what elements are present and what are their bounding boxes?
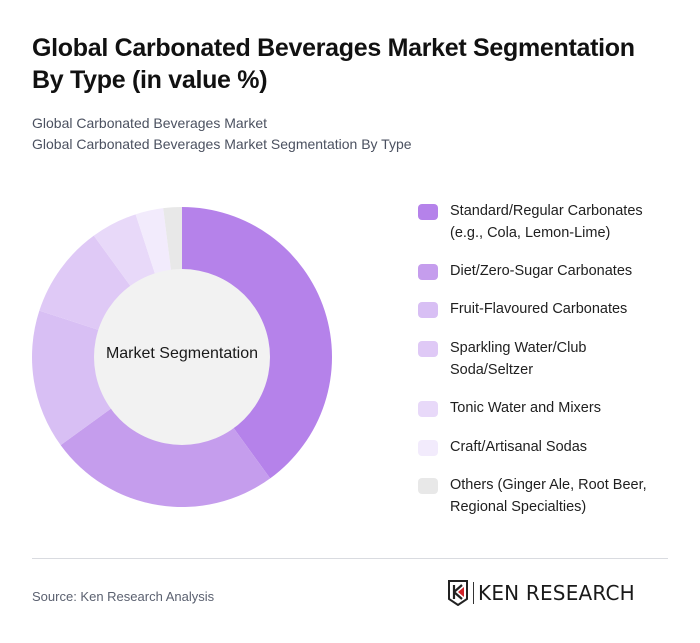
legend-label: Fruit-Flavoured Carbonates (450, 301, 628, 317)
legend-swatch (418, 440, 438, 456)
legend-label: Tonic Water and Mixers (450, 400, 601, 416)
legend-swatch (418, 478, 438, 494)
legend-item-craft[interactable]: Craft/Artisanal Sodas (418, 436, 675, 458)
legend-swatch (418, 204, 438, 220)
legend-swatch (418, 264, 438, 280)
legend-swatch (418, 302, 438, 318)
legend-item-diet[interactable]: Diet/Zero-Sugar Carbonates (418, 260, 675, 282)
legend-item-sparkling[interactable]: Sparkling Water/Club Soda/Seltzer (418, 337, 640, 381)
legend-label: Others (Ginger Ale, Root Beer, Regional … (450, 477, 647, 515)
subtitle-segmentation: Global Carbonated Beverages Market Segme… (32, 136, 412, 152)
subtitle-market: Global Carbonated Beverages Market (32, 115, 268, 131)
donut-center-label: Market Segmentation (105, 345, 259, 362)
logo-text: KEN RESEARCH (478, 581, 635, 605)
legend-swatch (418, 401, 438, 417)
subtitle: Global Carbonated Beverages Market Globa… (32, 113, 412, 155)
legend-label: Craft/Artisanal Sodas (450, 439, 588, 455)
source-note: Source: Ken Research Analysis (32, 589, 215, 604)
legend-item-fruit[interactable]: Fruit-Flavoured Carbonates (418, 298, 675, 320)
legend-label: Standard/Regular Carbonates (e.g., Cola,… (450, 203, 643, 241)
legend-label: Sparkling Water/Club Soda/Seltzer (450, 340, 587, 378)
page-title: Global Carbonated Beverages Market Segme… (32, 34, 635, 94)
logo-separator (473, 582, 474, 604)
donut-hole (94, 269, 270, 445)
legend-item-standard[interactable]: Standard/Regular Carbonates (e.g., Cola,… (418, 200, 675, 244)
legend-swatch (418, 341, 438, 357)
footer-divider (32, 558, 668, 559)
ken-logo-icon (448, 580, 468, 606)
ken-research-logo: KEN RESEARCH (447, 580, 635, 606)
donut-chart (32, 207, 332, 507)
legend-label: Diet/Zero-Sugar Carbonates (450, 263, 633, 279)
legend-item-tonic[interactable]: Tonic Water and Mixers (418, 397, 675, 419)
legend-item-others[interactable]: Others (Ginger Ale, Root Beer, Regional … (418, 474, 675, 518)
